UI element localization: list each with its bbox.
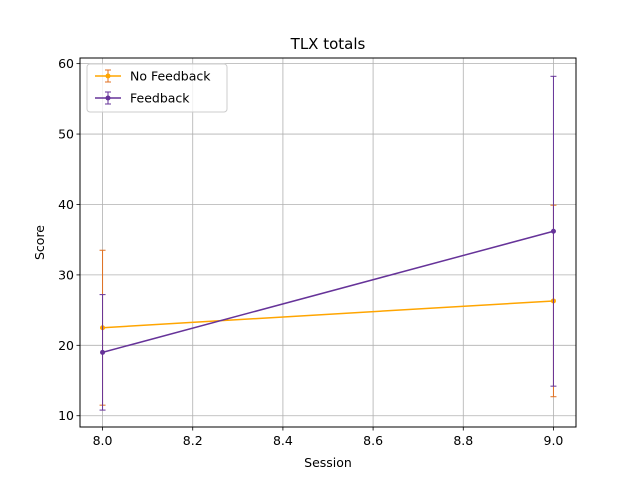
- legend-label: No Feedback: [130, 69, 211, 84]
- data-point: [550, 228, 556, 234]
- legend-item-feedback: Feedback: [95, 91, 190, 106]
- x-tick-label: 9.0: [544, 433, 564, 448]
- data-point: [100, 349, 106, 355]
- y-tick-label: 60: [58, 56, 74, 71]
- series-layer: [99, 75, 557, 411]
- x-axis-title: Session: [304, 455, 352, 470]
- legend: No Feedback Feedback: [86, 63, 228, 113]
- y-tick-label: 10: [58, 408, 74, 423]
- legend-item-no-feedback: No Feedback: [95, 69, 211, 84]
- x-tick-label: 8.0: [93, 433, 113, 448]
- y-tick-label: 50: [58, 127, 74, 142]
- x-tick-label: 8.8: [453, 433, 473, 448]
- x-tick-label: 8.6: [363, 433, 383, 448]
- x-tick-label: 8.2: [183, 433, 203, 448]
- y-axis-title: Score: [32, 225, 47, 260]
- y-tick-label: 40: [58, 197, 74, 212]
- series-feedback: [99, 75, 557, 411]
- y-tick-label: 30: [58, 267, 74, 282]
- legend-box: [86, 63, 228, 113]
- series-line: [102, 230, 554, 354]
- legend-swatch-marker: [105, 73, 111, 79]
- y-tick-label: 20: [58, 338, 74, 353]
- grid: [80, 58, 576, 427]
- plot-frame: [79, 57, 577, 428]
- series-line: [102, 300, 554, 329]
- legend-label: Feedback: [130, 91, 190, 106]
- ticks: 8.0 8.2 8.4 8.6 8.8 9.0 10 20 30 40 50 60: [58, 56, 563, 448]
- chart-title: TLX totals: [290, 35, 366, 53]
- legend-swatch-marker: [105, 95, 111, 101]
- x-tick-label: 8.4: [273, 433, 293, 448]
